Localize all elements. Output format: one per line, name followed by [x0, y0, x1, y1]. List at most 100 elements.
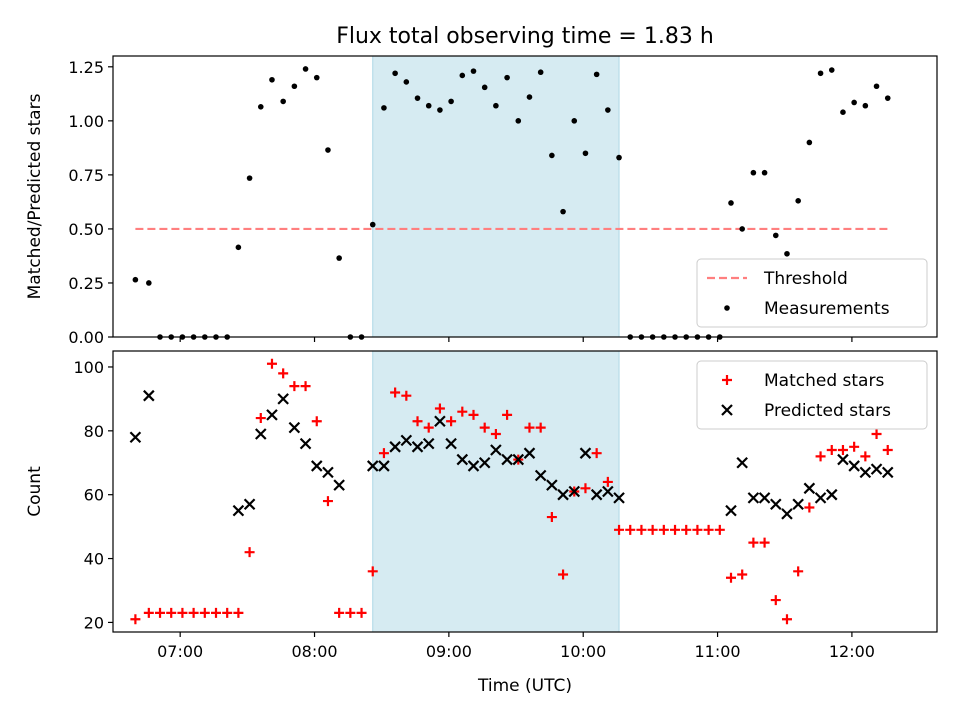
- matched-stars-point: [815, 451, 826, 462]
- x-tick-label: 12:00: [829, 642, 875, 661]
- measurement-point: [235, 244, 242, 251]
- predicted-stars-point: [792, 498, 804, 511]
- matched-stars-point: [759, 537, 770, 548]
- predicted-stars-point: [825, 488, 838, 501]
- matched-stars-point: [244, 547, 255, 558]
- series-predicted-stars: [129, 389, 894, 520]
- matched-stars-point: [457, 406, 468, 417]
- measurement-point: [313, 74, 320, 81]
- predicted-stars-point: [266, 409, 278, 421]
- matched-stars-point: [345, 607, 356, 618]
- matched-stars-point: [367, 566, 378, 577]
- matched-stars-point: [446, 416, 457, 427]
- y-tick-label: 40: [84, 550, 104, 569]
- legend-predicted-swatch: [721, 404, 733, 416]
- predicted-stars-point: [143, 389, 155, 402]
- measurement-point: [269, 76, 275, 83]
- matched-stars-point: [502, 409, 513, 420]
- measurement-point: [493, 102, 499, 109]
- matched-stars-point: [390, 387, 401, 398]
- matched-stars-point: [602, 476, 613, 487]
- legend: Matched stars Predicted stars: [696, 360, 928, 430]
- matched-stars-point: [322, 496, 333, 507]
- matched-stars-point: [199, 607, 210, 618]
- matched-stars-point: [770, 595, 781, 606]
- matched-stars-point: [658, 524, 669, 535]
- bottom-panel: 20 40 60 80 100 07:00 08:00 09:00 10:00 11:00 12:0…: [25, 350, 938, 696]
- measurement-point: [425, 102, 432, 109]
- predicted-stars-point: [389, 441, 401, 453]
- matched-stars-point: [837, 444, 848, 455]
- matched-stars-point: [155, 607, 166, 618]
- predicted-stars-point: [870, 463, 883, 475]
- legend-label: Matched stars: [764, 371, 884, 391]
- measurement-point: [336, 255, 342, 261]
- matched-stars-point: [737, 569, 748, 580]
- measurement-point: [470, 68, 477, 74]
- predicted-stars-point: [881, 466, 894, 479]
- measurement-point: [784, 250, 790, 257]
- predicted-stars-point: [602, 485, 614, 498]
- predicted-stars-point: [557, 488, 569, 501]
- measurement-point: [817, 70, 824, 77]
- matched-stars-point: [580, 483, 591, 494]
- measurement-point: [504, 74, 510, 81]
- predicted-stars-point: [232, 504, 245, 517]
- matched-stars-point: [130, 614, 141, 625]
- predicted-stars-point: [411, 441, 424, 453]
- predicted-stars-point: [333, 479, 345, 491]
- y-tick-label: 1.00: [68, 112, 104, 131]
- predicted-stars-point: [322, 466, 334, 479]
- matched-stars-point: [289, 381, 300, 392]
- predicted-stars-point: [434, 415, 446, 428]
- predicted-stars-point: [277, 393, 289, 405]
- measurement-point: [459, 72, 466, 79]
- measurement-point: [414, 95, 421, 101]
- measurement-point: [437, 107, 443, 113]
- measurement-point: [750, 169, 757, 176]
- measurement-point: [291, 83, 298, 90]
- measurement-point: [828, 67, 835, 73]
- axes-frame: [112, 55, 938, 338]
- measurement-point: [582, 150, 589, 157]
- matched-stars-point: [266, 358, 277, 369]
- matched-stars-point: [636, 524, 647, 535]
- matched-stars-point: [535, 422, 546, 433]
- predicted-stars-point: [478, 456, 491, 469]
- matched-stars-point: [278, 368, 289, 379]
- matched-stars-point: [222, 607, 233, 618]
- matched-stars-point: [166, 607, 177, 618]
- predicted-stars-point: [546, 479, 558, 491]
- predicted-stars-point: [422, 437, 435, 450]
- y-tick-label: 60: [84, 486, 104, 505]
- y-tick-label: 1.25: [68, 58, 104, 77]
- highlight-span: [372, 350, 620, 633]
- predicted-stars-point: [736, 456, 748, 469]
- predicted-stars-point: [758, 492, 771, 504]
- matched-stars-point: [255, 413, 266, 424]
- matched-stars-point: [860, 451, 871, 462]
- predicted-stars-point: [299, 437, 312, 450]
- measurement-point: [761, 169, 768, 176]
- x-axis-label: Time (UTC): [477, 676, 572, 696]
- measurement-point: [381, 105, 387, 111]
- measurement-point: [515, 118, 522, 124]
- matched-stars-point: [356, 607, 367, 618]
- measurement-point: [560, 208, 566, 215]
- measurement-point: [873, 83, 880, 90]
- matched-stars-point: [871, 429, 882, 440]
- predicted-stars-point: [725, 504, 737, 517]
- predicted-stars-point: [613, 492, 625, 504]
- measurement-point: [795, 198, 801, 204]
- predicted-stars-point: [579, 447, 592, 459]
- measurement-point: [302, 66, 309, 72]
- y-axis-label: Count: [25, 466, 45, 517]
- measurement-point: [537, 69, 544, 76]
- x-tick-label: 11:00: [695, 642, 741, 661]
- predicted-stars-point: [848, 460, 860, 472]
- matched-stars-point: [177, 607, 188, 618]
- measurement-point: [851, 99, 857, 106]
- matched-stars-point: [826, 444, 837, 455]
- y-tick-label: 0.75: [68, 166, 104, 185]
